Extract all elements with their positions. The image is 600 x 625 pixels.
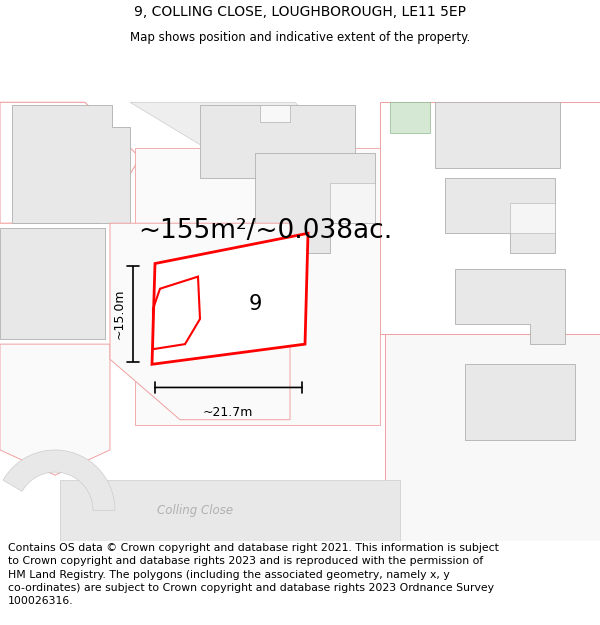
Polygon shape — [0, 102, 140, 223]
Polygon shape — [200, 106, 355, 178]
Polygon shape — [60, 480, 400, 541]
Text: 9, COLLING CLOSE, LOUGHBOROUGH, LE11 5EP: 9, COLLING CLOSE, LOUGHBOROUGH, LE11 5EP — [134, 5, 466, 19]
Polygon shape — [260, 106, 290, 122]
Text: ~155m²/~0.038ac.: ~155m²/~0.038ac. — [138, 218, 392, 244]
Polygon shape — [390, 102, 430, 132]
Polygon shape — [455, 269, 565, 344]
Polygon shape — [135, 148, 380, 425]
Polygon shape — [0, 344, 110, 475]
Polygon shape — [465, 364, 575, 440]
Polygon shape — [330, 183, 375, 223]
Text: Colling Close: Colling Close — [157, 504, 233, 517]
Polygon shape — [110, 223, 290, 420]
Polygon shape — [3, 450, 115, 511]
Text: Contains OS data © Crown copyright and database right 2021. This information is : Contains OS data © Crown copyright and d… — [8, 543, 499, 606]
Polygon shape — [385, 334, 600, 541]
Polygon shape — [152, 233, 308, 364]
Polygon shape — [255, 152, 375, 254]
Text: ~21.7m: ~21.7m — [203, 406, 253, 419]
Polygon shape — [435, 102, 560, 168]
Text: Map shows position and indicative extent of the property.: Map shows position and indicative extent… — [130, 31, 470, 44]
Polygon shape — [0, 228, 105, 339]
Polygon shape — [130, 102, 340, 148]
Text: ~15.0m: ~15.0m — [113, 289, 125, 339]
Polygon shape — [380, 102, 600, 334]
Polygon shape — [445, 178, 555, 254]
Text: 9: 9 — [248, 294, 262, 314]
Polygon shape — [510, 203, 555, 233]
Polygon shape — [12, 106, 130, 223]
